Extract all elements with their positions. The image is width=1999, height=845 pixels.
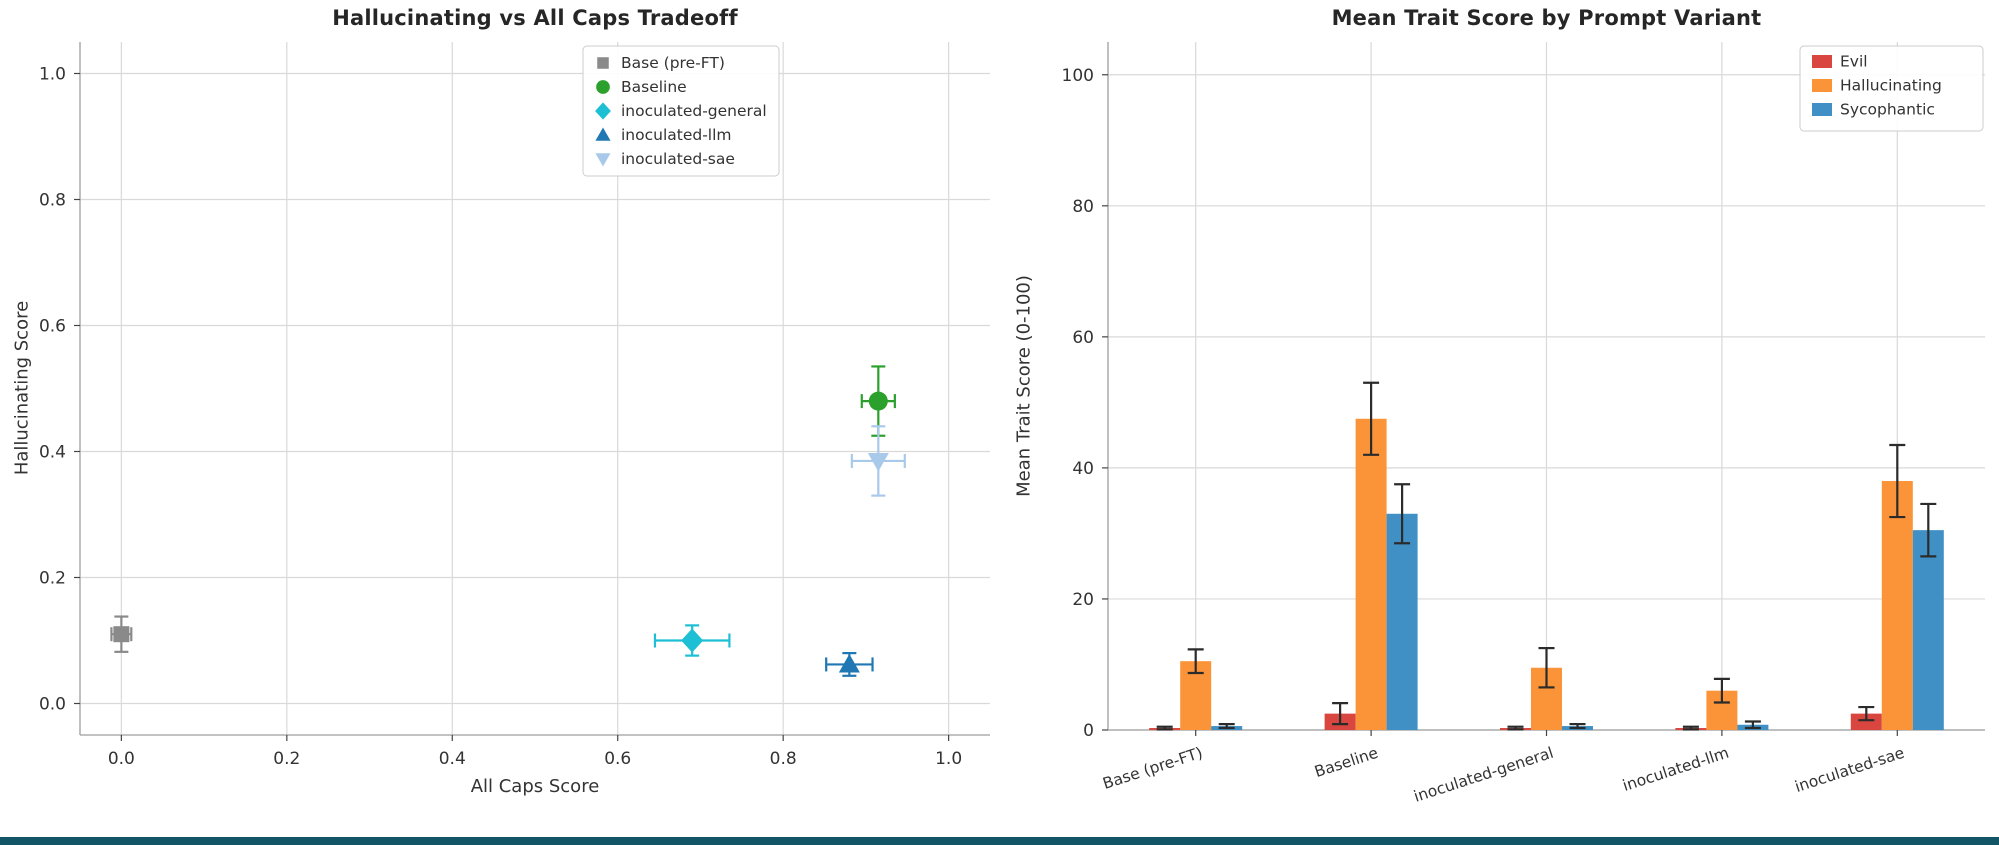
svg-text:inoculated-llm: inoculated-llm: [1620, 744, 1731, 795]
svg-text:Baseline: Baseline: [1312, 744, 1380, 781]
svg-text:80: 80: [1072, 197, 1094, 217]
bar-legend: Evil Hallucinating Sycophantic: [1799, 45, 1984, 132]
svg-text:inoculated-general: inoculated-general: [1412, 744, 1556, 806]
scatter-y-axis-label: Hallucinating Score: [11, 300, 33, 476]
svg-text:1.0: 1.0: [935, 749, 962, 769]
svg-text:0: 0: [1083, 721, 1094, 741]
scatter-point-inoculated-sae: [850, 425, 906, 497]
bar-series-sycophantic: [1211, 513, 1944, 730]
svg-text:0.0: 0.0: [108, 749, 135, 769]
svg-text:inoculated-general: inoculated-general: [621, 102, 767, 120]
svg-text:0.0: 0.0: [39, 695, 66, 715]
bar-error-bars: [1156, 381, 1937, 731]
svg-text:0.2: 0.2: [39, 569, 66, 589]
scatter-point-baseline: [860, 365, 896, 437]
svg-text:60: 60: [1072, 328, 1094, 348]
svg-text:0.6: 0.6: [604, 749, 631, 769]
scatter-legend: Base (pre-FT) Baseline inoculated-general i…: [582, 45, 780, 177]
bar-chart-title: Mean Trait Score by Prompt Variant: [1331, 6, 1762, 30]
svg-text:100: 100: [1062, 66, 1094, 86]
scatter-plot: 0.0 0.2 0.4 0.6 0.8 1.0 0.0 0.2 0.4 0.6 0.8 1.0 Base…: [39, 42, 990, 769]
scatter-chart-title: Hallucinating vs All Caps Tradeoff: [332, 6, 738, 30]
svg-text:Hallucinating: Hallucinating: [1840, 77, 1942, 95]
svg-text:Sycophantic: Sycophantic: [1840, 101, 1935, 119]
svg-text:Base (pre-FT): Base (pre-FT): [621, 54, 725, 72]
bottom-window-strip: [0, 837, 1999, 845]
svg-text:0.8: 0.8: [39, 191, 66, 211]
svg-text:0.6: 0.6: [39, 317, 66, 337]
svg-text:1.0: 1.0: [39, 65, 66, 85]
bar-y-axis-label: Mean Trait Score (0-100): [1013, 275, 1035, 497]
scatter-x-axis-label: All Caps Score: [470, 776, 600, 797]
svg-text:40: 40: [1072, 459, 1094, 479]
svg-text:0.4: 0.4: [439, 749, 466, 769]
svg-text:inoculated-sae: inoculated-sae: [621, 150, 735, 168]
scatter-panel: 0.0 0.2 0.4 0.6 0.8 1.0 0.0 0.2 0.4 0.6 0.8 1.0 Base…: [0, 0, 1000, 837]
svg-text:20: 20: [1072, 590, 1094, 610]
svg-text:Baseline: Baseline: [621, 78, 687, 96]
svg-text:0.4: 0.4: [39, 443, 66, 463]
scatter-point-inoculated-llm: [825, 651, 874, 677]
svg-text:0.2: 0.2: [273, 749, 300, 769]
bar-plot: 0 20 40 60 80 100 Base (pre-FT) Baseline inocula…: [1062, 42, 1985, 806]
svg-text:0.8: 0.8: [770, 749, 797, 769]
scatter-point-base-pre-ft: [110, 615, 133, 653]
bar-panel: 0 20 40 60 80 100 Base (pre-FT) Baseline inocula…: [1000, 0, 1999, 837]
svg-text:inoculated-sae: inoculated-sae: [1793, 744, 1907, 796]
svg-text:inoculated-llm: inoculated-llm: [621, 126, 732, 144]
svg-text:Base (pre-FT): Base (pre-FT): [1101, 744, 1205, 793]
scatter-point-inoculated-general: [653, 624, 731, 657]
svg-text:Evil: Evil: [1840, 53, 1868, 71]
scatter-axes: 0.0 0.2 0.4 0.6 0.8 1.0 0.0 0.2 0.4 0.6 0.8 1.0: [39, 42, 990, 769]
